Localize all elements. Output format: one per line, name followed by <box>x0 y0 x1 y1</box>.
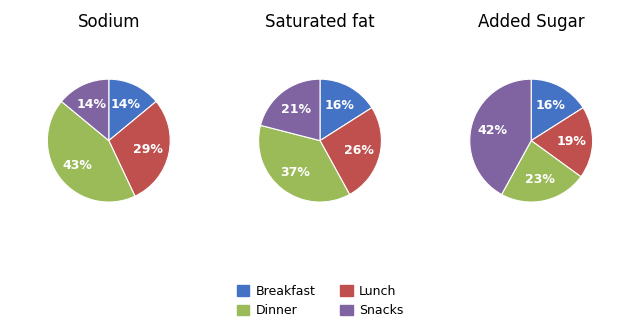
Wedge shape <box>61 79 109 141</box>
Wedge shape <box>260 79 320 141</box>
Text: 23%: 23% <box>525 173 555 186</box>
Text: 37%: 37% <box>280 166 310 179</box>
Wedge shape <box>531 108 593 177</box>
Text: 14%: 14% <box>111 98 141 111</box>
Wedge shape <box>109 101 170 196</box>
Text: 14%: 14% <box>77 98 107 111</box>
Text: 19%: 19% <box>556 135 586 148</box>
Text: 26%: 26% <box>344 144 374 157</box>
Legend: Breakfast, Dinner, Lunch, Snacks: Breakfast, Dinner, Lunch, Snacks <box>233 281 407 321</box>
Text: 43%: 43% <box>62 159 92 172</box>
Title: Saturated fat: Saturated fat <box>265 13 375 31</box>
Text: 16%: 16% <box>324 99 354 112</box>
Text: 16%: 16% <box>536 99 565 112</box>
Text: 29%: 29% <box>133 143 163 156</box>
Wedge shape <box>47 101 135 202</box>
Wedge shape <box>531 79 583 141</box>
Wedge shape <box>470 79 531 195</box>
Wedge shape <box>502 141 581 202</box>
Title: Added Sugar: Added Sugar <box>478 13 584 31</box>
Text: 21%: 21% <box>280 103 310 115</box>
Wedge shape <box>259 125 349 202</box>
Wedge shape <box>320 79 372 141</box>
Title: Sodium: Sodium <box>77 13 140 31</box>
Wedge shape <box>320 108 381 195</box>
Text: 42%: 42% <box>477 124 508 137</box>
Wedge shape <box>109 79 156 141</box>
